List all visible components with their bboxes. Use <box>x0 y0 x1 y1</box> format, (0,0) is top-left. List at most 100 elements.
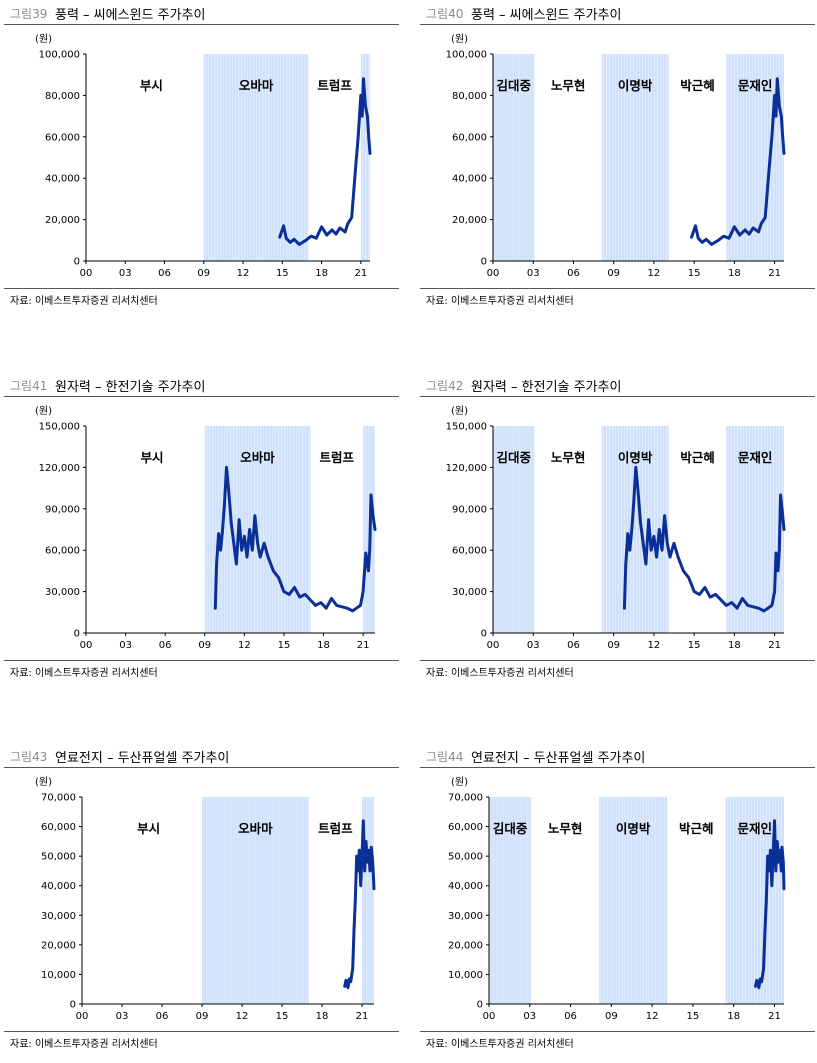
y-tick-label: 30,000 <box>452 587 487 598</box>
x-tick-label: 12 <box>648 640 661 651</box>
y-tick-label: 60,000 <box>45 546 80 557</box>
y-tick-label: 0 <box>74 257 80 268</box>
era-label: 김대중 <box>497 78 532 93</box>
x-tick-label: 00 <box>487 640 500 651</box>
x-tick-label: 18 <box>727 1011 740 1022</box>
x-tick-label: 09 <box>196 1011 209 1022</box>
x-tick-label: 12 <box>646 1011 659 1022</box>
y-tick-label: 20,000 <box>41 940 76 951</box>
panel-title-bar: 그림44 연료전지 – 두산퓨얼셀 주가추이 <box>420 745 815 768</box>
x-tick-label: 15 <box>688 640 701 651</box>
stock-chart: 김대중 노무현 이명박 박근혜 문재인 0 30,000 60,000 90,000 120,00… <box>446 422 786 651</box>
era-shade <box>203 54 309 261</box>
x-tick-label: 09 <box>607 268 620 279</box>
x-tick-label: 12 <box>236 1011 249 1022</box>
chart-panel-1: 그림39 풍력 – 씨에스윈드 주가추이 (원) 부시 오바마 트럼프 0 20,000… <box>4 2 399 320</box>
era-label: 부시 <box>140 450 163 465</box>
y-tick-label: 40,000 <box>448 881 483 892</box>
x-tick-label: 18 <box>728 640 741 651</box>
panel-title-bar: 그림42 원자력 – 한전기술 주가추이 <box>420 374 815 397</box>
era-label: 박근혜 <box>680 78 715 93</box>
y-tick-label: 20,000 <box>448 940 483 951</box>
x-tick-label: 18 <box>728 268 741 279</box>
y-tick-label: 40,000 <box>41 881 76 892</box>
era-label: 노무현 <box>551 78 586 93</box>
source-note: 자료: 이베스트투자증권 리서치센터 <box>10 296 158 307</box>
y-tick-label: 50,000 <box>41 852 76 863</box>
y-unit-label: (원) <box>451 406 469 417</box>
x-tick-label: 18 <box>316 1011 329 1022</box>
y-tick-label: 80,000 <box>45 91 80 102</box>
figure-number: 그림42 <box>426 379 464 393</box>
figure-number: 그림41 <box>10 379 48 393</box>
x-tick-label: 21 <box>356 1011 369 1022</box>
y-tick-label: 70,000 <box>41 793 76 804</box>
figure-title: 연료전지 – 두산퓨얼셀 주가추이 <box>471 751 646 766</box>
x-tick-label: 03 <box>119 268 132 279</box>
x-tick-label: 00 <box>487 268 500 279</box>
chart-panel-6: 그림44 연료전지 – 두산퓨얼셀 주가추이 (원) 김대중 노무현 이명박 박근혜 문… <box>420 745 815 1063</box>
x-tick-label: 21 <box>768 1011 781 1022</box>
y-tick-label: 150,000 <box>39 422 80 433</box>
x-tick-label: 12 <box>648 268 661 279</box>
x-tick-label: 09 <box>198 640 211 651</box>
source-bar: 자료: 이베스트투자증권 리서치센터 <box>420 660 815 679</box>
y-tick-label: 150,000 <box>446 422 487 433</box>
y-tick-label: 60,000 <box>45 132 80 143</box>
y-tick-label: 120,000 <box>446 463 487 474</box>
era-shade <box>360 54 370 261</box>
y-tick-label: 40,000 <box>452 174 487 185</box>
y-tick-label: 10,000 <box>448 970 483 981</box>
stock-chart: 부시 오바마 트럼프 0 10,000 20,000 30,000 40,000 50,000 6… <box>41 793 376 1022</box>
chart-panel-5: 그림43 연료전지 – 두산퓨얼셀 주가추이 (원) 부시 오바마 트럼프 0 10,0… <box>4 745 399 1063</box>
y-tick-label: 100,000 <box>446 50 487 61</box>
y-unit-label: (원) <box>451 34 469 45</box>
price-line <box>213 465 377 613</box>
y-tick-label: 30,000 <box>45 587 80 598</box>
x-tick-label: 15 <box>276 1011 289 1022</box>
x-tick-label: 09 <box>607 640 620 651</box>
source-note: 자료: 이베스트투자증권 리서치센터 <box>426 1039 574 1050</box>
panel-title-bar: 그림41 원자력 – 한전기술 주가추이 <box>4 374 399 397</box>
era-label: 트럼프 <box>319 450 354 465</box>
stock-chart: 김대중 노무현 이명박 박근혜 문재인 0 10,000 20,000 30,000 40,000… <box>448 793 786 1022</box>
stock-chart: 김대중 노무현 이명박 박근혜 문재인 0 20,000 40,000 60,000 80,000… <box>446 50 786 279</box>
era-label: 노무현 <box>548 821 583 836</box>
y-tick-label: 70,000 <box>448 793 483 804</box>
source-bar: 자료: 이베스트투자증권 리서치센터 <box>4 288 399 307</box>
era-label: 트럼프 <box>318 821 353 836</box>
x-tick-label: 06 <box>567 640 580 651</box>
x-tick-label: 21 <box>768 268 781 279</box>
era-label: 오바마 <box>240 450 275 465</box>
x-tick-label: 03 <box>116 1011 129 1022</box>
y-tick-label: 50,000 <box>448 852 483 863</box>
era-label: 오바마 <box>239 78 274 93</box>
x-tick-label: 18 <box>315 268 328 279</box>
source-bar: 자료: 이베스트투자증권 리서치센터 <box>4 1031 399 1050</box>
figure-title: 풍력 – 씨에스윈드 주가추이 <box>471 8 622 23</box>
era-label: 노무현 <box>551 450 586 465</box>
era-label: 이명박 <box>618 450 653 465</box>
y-unit-label: (원) <box>35 34 53 45</box>
y-unit-label: (원) <box>35 406 53 417</box>
era-label: 김대중 <box>493 821 528 836</box>
figure-number: 그림39 <box>10 7 48 21</box>
x-tick-label: 15 <box>687 1011 700 1022</box>
y-tick-label: 80,000 <box>452 91 487 102</box>
x-tick-label: 21 <box>357 640 370 651</box>
stock-chart: 부시 오바마 트럼프 0 20,000 40,000 60,000 80,000 100,000… <box>39 50 372 279</box>
y-tick-label: 60,000 <box>452 546 487 557</box>
era-label: 박근혜 <box>679 821 714 836</box>
era-label: 트럼프 <box>317 78 352 93</box>
era-label: 문재인 <box>738 821 773 836</box>
chart-panel-2: 그림40 풍력 – 씨에스윈드 주가추이 (원) 김대중 노무현 이명박 박근혜 문재인… <box>420 2 815 320</box>
figure-title: 원자력 – 한전기술 주가추이 <box>55 380 206 395</box>
x-tick-label: 06 <box>159 640 172 651</box>
figure-title: 연료전지 – 두산퓨얼셀 주가추이 <box>55 751 230 766</box>
y-tick-label: 0 <box>74 629 80 640</box>
y-tick-label: 30,000 <box>41 911 76 922</box>
chart-panel-4: 그림42 원자력 – 한전기술 주가추이 (원) 김대중 노무현 이명박 박근혜 문재인… <box>420 374 815 692</box>
source-note: 자료: 이베스트투자증권 리서치센터 <box>10 668 158 679</box>
x-tick-label: 06 <box>156 1011 169 1022</box>
x-tick-label: 00 <box>483 1011 496 1022</box>
